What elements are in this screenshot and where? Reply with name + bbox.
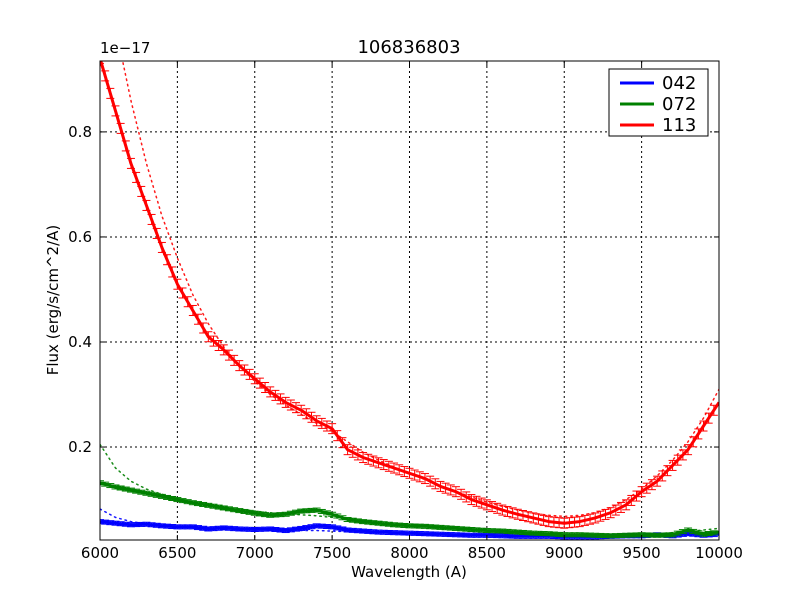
y-tick-label: 0.4	[68, 333, 92, 351]
x-tick-label: 8000	[390, 544, 428, 562]
legend-label-113: 113	[662, 115, 696, 136]
x-tick-label: 9000	[545, 544, 583, 562]
y-axis-label: Flux (erg/s/cm^2/A)	[44, 225, 62, 376]
plot-area	[99, 60, 720, 541]
x-axis-label: Wavelength (A)	[351, 563, 467, 581]
x-tick-labels: 6000 6500 7000 7500 8000 8500 9000 9500 10000	[81, 544, 743, 562]
legend-item-042: 042	[620, 73, 696, 94]
series-line-113	[100, 61, 719, 525]
x-tick-label: 7500	[313, 544, 351, 562]
legend-item-113: 113	[620, 115, 696, 136]
legend-label-072: 072	[662, 94, 696, 115]
legend: 042 072 113	[608, 68, 709, 137]
x-tick-label: 8500	[468, 544, 506, 562]
tick-marks	[99, 61, 720, 540]
series-fit-113	[121, 61, 719, 518]
y-tick-label: 0.6	[68, 228, 92, 246]
legend-item-072: 072	[620, 94, 696, 115]
axes-background	[100, 61, 719, 540]
x-tick-label: 7000	[236, 544, 274, 562]
y-tick-label: 0.8	[68, 123, 92, 141]
x-tick-label: 6500	[158, 544, 196, 562]
x-tick-label: 6000	[81, 544, 119, 562]
y-offset-label: 1e−17	[100, 39, 150, 57]
x-tick-label: 9500	[623, 544, 661, 562]
chart-title: 106836803	[357, 37, 460, 58]
legend-label-042: 042	[662, 73, 696, 94]
y-tick-label: 0.2	[68, 438, 92, 456]
y-tick-labels: 0.2 0.4 0.6 0.8	[68, 123, 92, 456]
x-tick-label: 10000	[695, 544, 743, 562]
series-line-072	[100, 481, 719, 538]
series-layer	[100, 61, 719, 540]
